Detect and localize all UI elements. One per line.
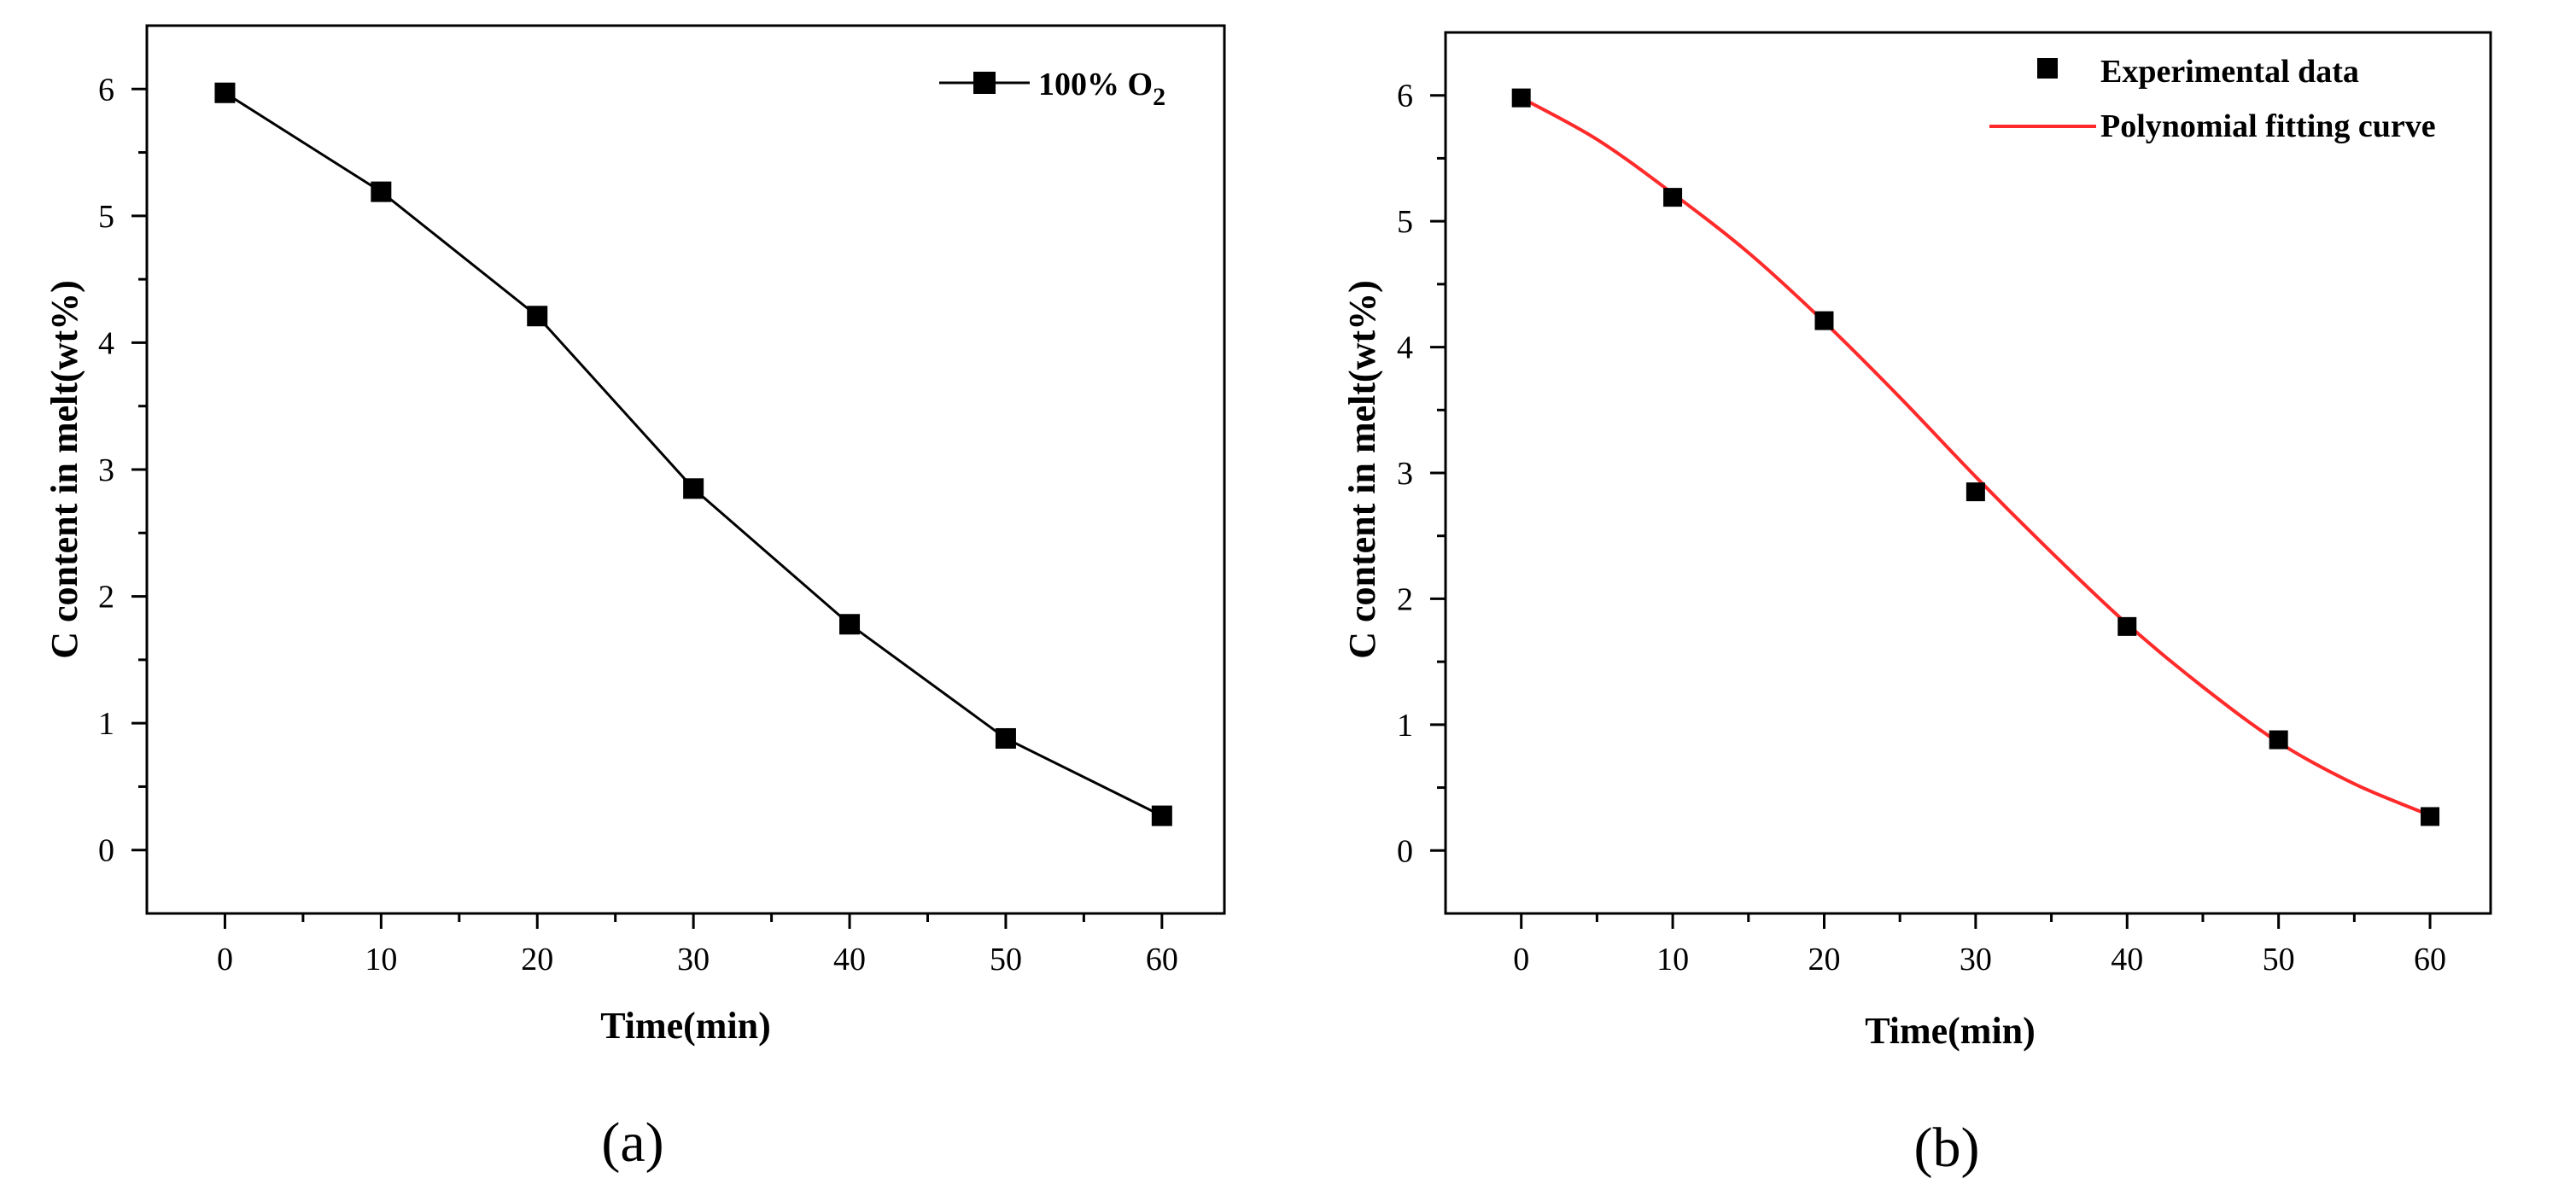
x-tick-label-a: 50	[990, 942, 1022, 977]
axis-ticks-b: 0 10 20 30 40 50 60 0 1 2 3 4 5 6	[1397, 79, 2446, 977]
polynomial-fitting-curve	[1520, 96, 2431, 817]
series-line-a	[224, 91, 1163, 817]
data-point-b	[2269, 730, 2288, 750]
x-axis-label-a: Time(min)	[600, 1005, 771, 1047]
fitting-curve-b	[1520, 96, 2431, 817]
y-tick-label-b: 4	[1397, 330, 1413, 366]
data-point-b	[1966, 482, 1985, 502]
legend-marker-experimental-b	[2037, 58, 2058, 79]
x-tick-label-a: 10	[365, 942, 397, 977]
panel-label-a: (a)	[601, 1112, 663, 1174]
data-point-a	[527, 306, 548, 327]
y-tick-label-a: 2	[98, 580, 114, 616]
x-tick-label-b: 20	[1808, 942, 1840, 977]
x-tick-label-a: 30	[677, 942, 710, 977]
x-tick-label-a: 0	[217, 942, 233, 977]
panel-label-b: (b)	[1914, 1117, 1980, 1179]
x-tick-label-b: 10	[1656, 942, 1689, 977]
series-line-100-o2	[224, 91, 1163, 817]
y-tick-label-a: 0	[98, 833, 114, 869]
data-point-b	[2421, 807, 2440, 826]
data-point-a	[995, 727, 1016, 749]
data-point-b	[1814, 311, 1834, 330]
chart-panel-a: 0 10 20 30 40 50 60 0 1 2 3 4 5 6 C content in melt(w…	[44, 24, 1226, 1174]
y-tick-label-b: 0	[1397, 833, 1413, 869]
y-tick-label-b: 2	[1397, 581, 1413, 617]
y-tick-label-b: 5	[1397, 204, 1413, 240]
x-tick-label-b: 0	[1513, 942, 1529, 977]
y-tick-label-a: 3	[98, 452, 114, 488]
y-tick-label-a: 6	[98, 72, 114, 108]
legend-b: Experimental data Polynomial fitting cur…	[1989, 54, 2436, 144]
x-axis-label-b: Time(min)	[1865, 1010, 2036, 1052]
data-point-a	[1151, 805, 1172, 826]
y-tick-label-a: 5	[98, 199, 114, 235]
data-point-a	[371, 181, 392, 202]
y-tick-label-b: 6	[1397, 79, 1413, 114]
y-tick-label-b: 1	[1397, 708, 1413, 744]
x-tick-label-b: 50	[2263, 942, 2295, 977]
legend-label-main-a: 100% O	[1038, 67, 1153, 102]
y-tick-label-b: 3	[1397, 456, 1413, 492]
data-point-a	[683, 478, 704, 499]
x-tick-label-b: 60	[2414, 942, 2446, 977]
x-tick-label-a: 40	[833, 942, 866, 977]
plot-frame-b	[1444, 31, 2492, 915]
data-point-b	[2117, 616, 2137, 636]
legend-label-a: 100% O2	[1038, 67, 1165, 111]
chart-panel-b: 0 10 20 30 40 50 60 0 1 2 3 4 5 6 C content in melt(w…	[1341, 31, 2492, 1179]
data-point-b	[1511, 88, 1531, 108]
legend-a: 100% O2	[939, 67, 1165, 111]
x-tick-label-a: 20	[521, 942, 553, 977]
data-point-a	[839, 614, 861, 635]
legend-label-fitting-b: Polynomial fitting curve	[2100, 108, 2436, 144]
series-markers-a	[214, 82, 1172, 826]
plot-frame-a	[145, 24, 1226, 915]
legend-swatch-marker-a	[973, 72, 996, 94]
x-tick-label-a: 60	[1146, 942, 1178, 977]
experimental-markers-b	[1511, 88, 2440, 826]
x-tick-label-b: 30	[1960, 942, 1992, 977]
data-point-b	[1663, 188, 1683, 207]
y-tick-label-a: 1	[98, 706, 114, 742]
axis-ticks-a: 0 10 20 30 40 50 60 0 1 2 3 4 5 6	[98, 72, 1178, 977]
legend-label-experimental-b: Experimental data	[2100, 54, 2359, 90]
y-axis-label-b: C content in melt(wt%)	[1341, 280, 1383, 659]
y-tick-label-a: 4	[98, 325, 114, 361]
legend-label-subscript-a: 2	[1153, 83, 1165, 111]
data-point-a	[214, 82, 236, 103]
y-axis-label-a: C content in melt(wt%)	[44, 280, 85, 659]
x-tick-label-b: 40	[2111, 942, 2143, 977]
